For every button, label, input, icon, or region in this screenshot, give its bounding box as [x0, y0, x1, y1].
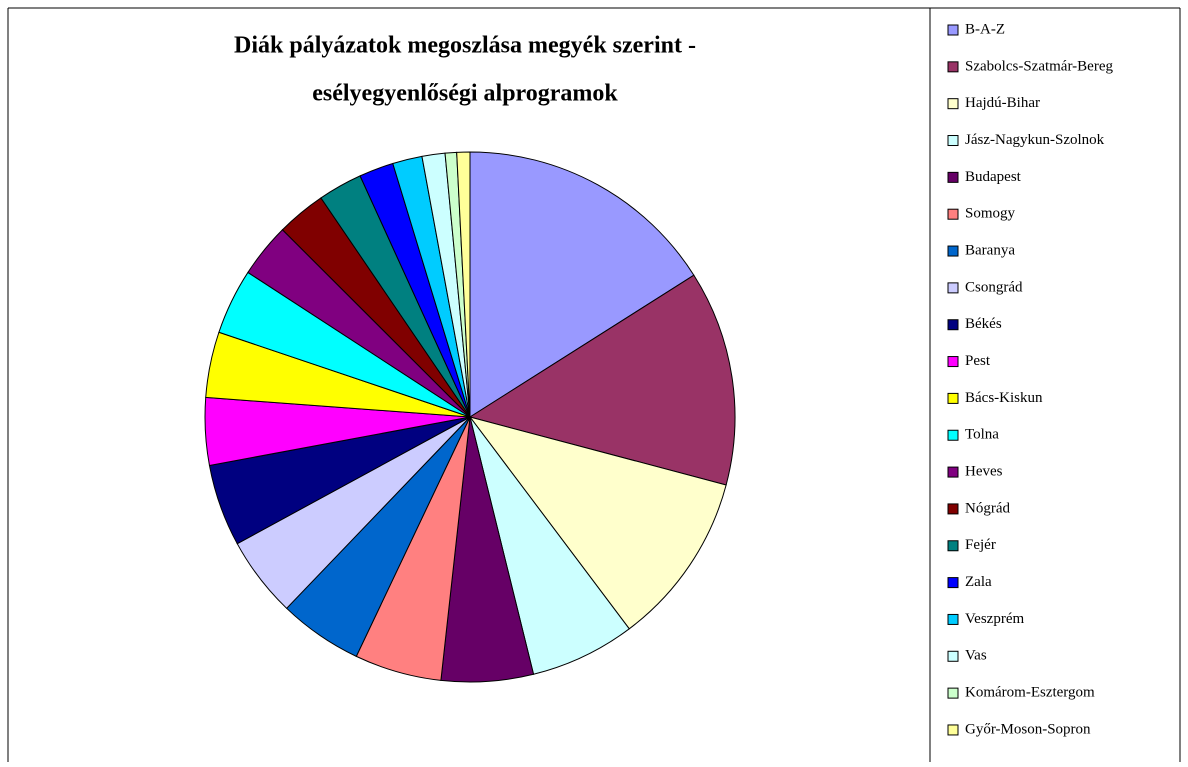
legend-label: Heves: [965, 464, 1003, 480]
pie-slice: [456, 151, 471, 418]
legend-swatch: [947, 135, 959, 147]
legend-swatch: [947, 61, 959, 73]
legend-swatch: [947, 245, 959, 257]
legend-swatch: [947, 392, 959, 404]
legend-swatch: [947, 540, 959, 552]
chart-title: Diák pályázatok megoszlása megyék szerin…: [234, 33, 696, 59]
legend-label: Komárom-Esztergom: [965, 685, 1095, 701]
legend-label: B-A-Z: [965, 21, 1005, 37]
legend-label: Jász-Nagykun-Szolnok: [965, 132, 1105, 148]
legend-swatch: [947, 429, 959, 441]
legend-label: Bács-Kiskun: [965, 390, 1043, 406]
legend-label: Baranya: [965, 242, 1015, 258]
legend-label: Hajdú-Bihar: [965, 95, 1040, 111]
pie-slice: [469, 151, 695, 418]
legend-label: Zala: [965, 574, 992, 590]
legend-label: Nógrád: [965, 500, 1010, 516]
legend-swatch: [947, 724, 959, 736]
legend-label: Fejér: [965, 537, 996, 553]
legend-swatch: [947, 208, 959, 220]
legend-swatch: [947, 282, 959, 294]
legend-label: Csongrád: [965, 279, 1023, 295]
legend-label: Pest: [965, 353, 991, 369]
legend-label: Budapest: [965, 169, 1022, 185]
legend-swatch: [947, 319, 959, 331]
pie-slice: [468, 416, 727, 630]
legend-label: Vas: [965, 648, 987, 664]
legend-swatch: [947, 577, 959, 589]
pie-slice: [468, 274, 736, 486]
legend-swatch: [947, 613, 959, 625]
legend-swatch: [947, 171, 959, 183]
legend-swatch: [947, 466, 959, 478]
legend-swatch: [947, 687, 959, 699]
legend-swatch: [947, 650, 959, 662]
chart-title: esélyegyenlőségi alprogramok: [312, 81, 618, 107]
legend-swatch: [947, 24, 959, 36]
legend-label: Győr-Moson-Sopron: [965, 721, 1091, 737]
legend-label: Békés: [965, 316, 1002, 332]
legend-swatch: [947, 356, 959, 368]
legend-label: Veszprém: [965, 611, 1024, 627]
legend-swatch: [947, 98, 959, 110]
legend-label: Somogy: [965, 206, 1016, 222]
legend-label: Szabolcs-Szatmár-Bereg: [965, 58, 1113, 74]
legend-swatch: [947, 503, 959, 515]
legend-label: Tolna: [965, 427, 999, 443]
